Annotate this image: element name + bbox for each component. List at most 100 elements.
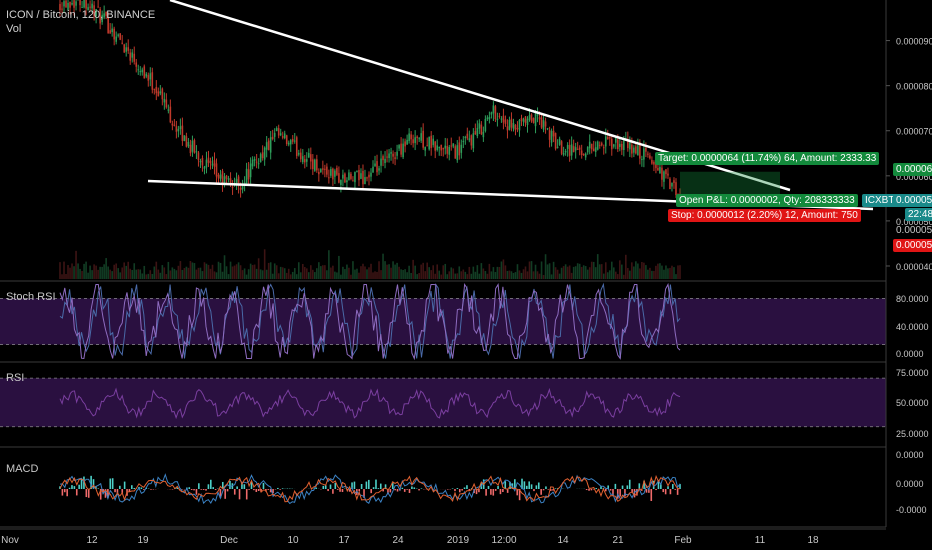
candle[interactable] — [318, 171, 320, 175]
candle[interactable] — [582, 154, 585, 156]
candle[interactable] — [299, 152, 302, 160]
candle[interactable] — [396, 151, 398, 156]
candle[interactable] — [81, 6, 83, 8]
candle[interactable] — [297, 152, 300, 155]
candle[interactable] — [412, 139, 414, 144]
candle[interactable] — [490, 112, 493, 115]
candle[interactable] — [504, 119, 507, 124]
candle[interactable] — [283, 133, 286, 139]
candle[interactable] — [604, 136, 607, 147]
candle[interactable] — [334, 170, 336, 177]
candle[interactable] — [285, 135, 288, 144]
candle[interactable] — [85, 0, 87, 9]
candle[interactable] — [177, 128, 180, 132]
candle[interactable] — [203, 166, 206, 169]
candle[interactable] — [105, 11, 107, 16]
candle[interactable] — [659, 167, 661, 174]
candle[interactable] — [141, 69, 144, 73]
candle[interactable] — [199, 160, 202, 163]
candle[interactable] — [215, 163, 218, 177]
candle[interactable] — [271, 136, 274, 140]
candle[interactable] — [173, 124, 176, 126]
candle[interactable] — [322, 168, 324, 170]
candle[interactable] — [320, 169, 322, 173]
candle[interactable] — [673, 180, 675, 183]
candle[interactable] — [61, 8, 63, 10]
candle[interactable] — [273, 132, 276, 137]
candle[interactable] — [598, 144, 601, 146]
candle[interactable] — [155, 86, 158, 94]
candle[interactable] — [87, 7, 89, 11]
candle[interactable] — [171, 123, 174, 126]
candle[interactable] — [384, 158, 386, 164]
candle[interactable] — [207, 157, 210, 163]
candle[interactable] — [524, 116, 527, 124]
candle[interactable] — [109, 30, 111, 34]
candle[interactable] — [265, 142, 268, 150]
candle[interactable] — [382, 156, 384, 161]
candle[interactable] — [398, 145, 400, 149]
candle[interactable] — [197, 152, 200, 161]
candle[interactable] — [332, 168, 334, 180]
candle[interactable] — [225, 175, 228, 179]
candle[interactable] — [159, 91, 162, 94]
candle[interactable] — [348, 172, 350, 181]
candle[interactable] — [502, 115, 505, 123]
candle[interactable] — [470, 135, 473, 146]
candle[interactable] — [580, 150, 583, 155]
candle[interactable] — [426, 145, 428, 147]
candle[interactable] — [149, 73, 152, 80]
candle[interactable] — [432, 138, 435, 146]
candle[interactable] — [602, 147, 605, 149]
candle[interactable] — [506, 126, 509, 131]
candle[interactable] — [189, 144, 192, 154]
candle[interactable] — [635, 146, 637, 154]
candle[interactable] — [574, 147, 577, 151]
candle[interactable] — [91, 3, 93, 9]
candle[interactable] — [237, 176, 240, 187]
candle[interactable] — [245, 168, 248, 184]
candle[interactable] — [314, 159, 316, 171]
candle[interactable] — [496, 118, 499, 121]
candle[interactable] — [560, 141, 563, 154]
candle[interactable] — [392, 153, 394, 157]
candle[interactable] — [191, 140, 194, 152]
candle[interactable] — [169, 106, 172, 123]
candle[interactable] — [376, 161, 378, 173]
candle[interactable] — [482, 131, 485, 138]
candle[interactable] — [167, 109, 170, 111]
candle[interactable] — [458, 142, 461, 156]
candle[interactable] — [386, 156, 388, 158]
candle[interactable] — [99, 9, 101, 24]
candle[interactable] — [448, 146, 451, 155]
candle[interactable] — [438, 147, 441, 149]
candle[interactable] — [610, 138, 613, 150]
candle[interactable] — [486, 117, 489, 119]
candle[interactable] — [516, 128, 519, 130]
candle[interactable] — [590, 143, 593, 150]
candle[interactable] — [556, 146, 559, 148]
candle[interactable] — [143, 66, 146, 79]
rsi-panel[interactable] — [0, 377, 886, 428]
candle[interactable] — [643, 148, 645, 160]
candle[interactable] — [675, 182, 677, 196]
candle[interactable] — [653, 161, 655, 165]
candle[interactable] — [119, 33, 121, 40]
candle[interactable] — [554, 133, 557, 149]
candle[interactable] — [75, 1, 77, 6]
target-label[interactable]: Target: 0.0000064 (11.74%) 64, Amount: 2… — [655, 152, 880, 165]
candle[interactable] — [310, 154, 312, 162]
candle[interactable] — [498, 115, 501, 117]
candle[interactable] — [494, 106, 497, 120]
candle[interactable] — [637, 145, 639, 156]
candle[interactable] — [291, 138, 294, 142]
candle[interactable] — [380, 158, 382, 166]
candle[interactable] — [231, 186, 234, 188]
candle[interactable] — [536, 114, 539, 116]
candle[interactable] — [281, 136, 284, 138]
candle[interactable] — [145, 73, 148, 77]
candle[interactable] — [578, 147, 581, 150]
candle[interactable] — [229, 178, 232, 184]
candle[interactable] — [338, 173, 340, 183]
candle[interactable] — [480, 124, 483, 135]
